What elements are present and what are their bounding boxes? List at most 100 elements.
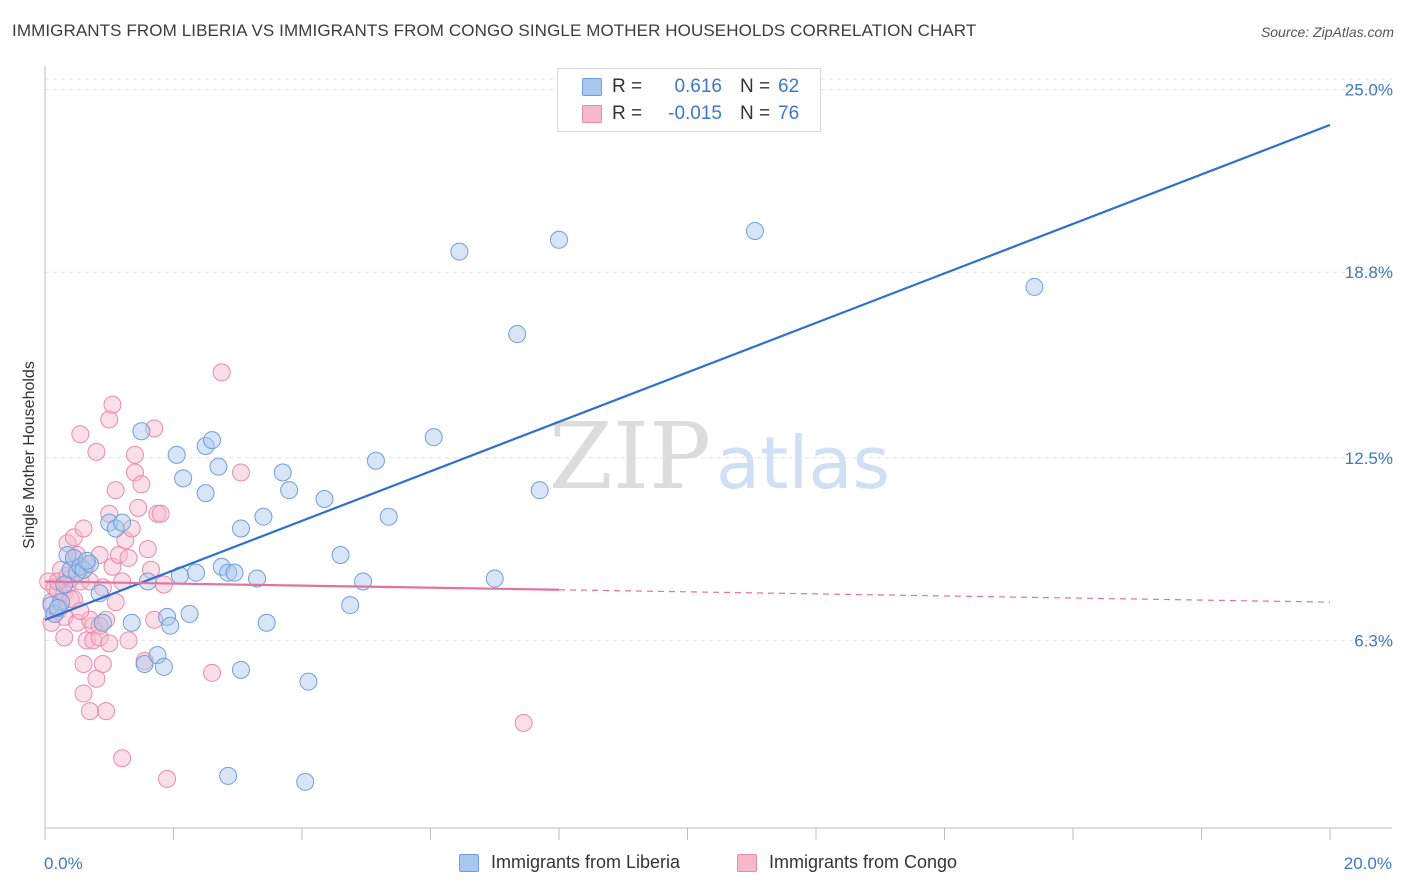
data-point-liberia	[219, 766, 238, 785]
data-point-congo	[158, 769, 177, 788]
data-point-congo	[100, 634, 119, 653]
data-point-liberia	[280, 481, 299, 500]
legend-row-congo: R = -0.015 N = 76	[582, 101, 799, 127]
data-point-liberia	[93, 613, 112, 632]
data-point-liberia	[254, 507, 273, 526]
data-point-congo	[74, 519, 93, 538]
data-point-congo	[125, 445, 144, 464]
data-point-liberia	[379, 507, 398, 526]
data-point-liberia	[450, 242, 469, 261]
data-point-liberia	[148, 646, 167, 665]
watermark-atlas: atlas	[716, 421, 890, 505]
data-point-congo	[71, 425, 90, 444]
data-point-liberia	[113, 513, 132, 532]
data-point-liberia	[248, 569, 267, 588]
x-tick-label: 0.0%	[44, 854, 83, 873]
trend-line-congo-dashed	[558, 589, 1331, 603]
data-point-congo	[87, 442, 106, 461]
x-tick-label: 20.0%	[1344, 854, 1392, 873]
legend-n-label: N =	[740, 103, 771, 124]
data-point-liberia	[257, 613, 276, 632]
data-point-congo	[74, 684, 93, 703]
trend-line-liberia	[44, 123, 1331, 621]
data-point-liberia	[135, 654, 154, 673]
watermark-zip: ZIP	[549, 403, 711, 510]
legend-r-label: R =	[612, 103, 643, 124]
data-point-congo	[119, 548, 138, 567]
data-point-liberia	[209, 457, 228, 476]
data-point-liberia	[315, 490, 334, 509]
data-point-liberia	[203, 431, 222, 450]
y-tick-label: 12.5%	[1345, 449, 1393, 468]
y-tick-label: 25.0%	[1345, 81, 1393, 100]
legend-item-liberia[interactable]: Immigrants from Liberia	[459, 852, 680, 873]
data-point-liberia	[186, 563, 205, 582]
data-point-congo	[132, 475, 151, 494]
series-liberia	[42, 221, 1044, 791]
data-point-liberia	[550, 230, 568, 249]
legend-r-value: 0.616	[674, 76, 722, 97]
data-point-liberia	[745, 221, 764, 240]
data-point-liberia	[231, 660, 250, 679]
legend-r-value: -0.015	[668, 103, 722, 124]
trend-line-congo	[44, 580, 560, 591]
legend-label-congo: Immigrants from Congo	[769, 852, 958, 872]
data-point-liberia	[219, 563, 238, 582]
y-tick-label: 18.8%	[1345, 263, 1393, 282]
data-point-liberia	[196, 484, 215, 503]
data-point-liberia	[132, 422, 151, 441]
data-point-liberia	[77, 551, 96, 570]
data-point-congo	[103, 557, 122, 576]
data-point-liberia	[174, 469, 193, 488]
data-point-liberia	[273, 463, 292, 482]
data-point-liberia	[331, 545, 350, 564]
legend-n-value: 76	[778, 103, 800, 124]
series-legend: Immigrants from Liberia Immigrants from …	[0, 852, 1406, 876]
data-point-liberia	[1025, 277, 1044, 296]
legend-label-liberia: Immigrants from Liberia	[491, 852, 681, 872]
data-point-liberia	[161, 616, 180, 635]
data-point-congo	[93, 654, 112, 673]
data-point-liberia	[167, 445, 186, 464]
axes	[44, 66, 1392, 840]
legend-item-congo[interactable]: Immigrants from Congo	[737, 852, 957, 873]
data-point-congo	[125, 463, 144, 482]
data-point-liberia	[154, 657, 173, 676]
data-point-congo	[116, 531, 135, 550]
chart-title: IMMIGRANTS FROM LIBERIA VS IMMIGRANTS FR…	[12, 21, 977, 40]
data-point-liberia	[530, 481, 549, 500]
legend-r-label: R =	[612, 76, 643, 97]
data-point-liberia	[296, 772, 315, 791]
data-point-congo	[97, 702, 116, 721]
trend-lines	[44, 123, 1331, 621]
data-point-liberia	[231, 519, 250, 538]
data-point-congo	[138, 540, 157, 559]
legend-n-value: 62	[778, 76, 800, 97]
data-point-congo	[103, 395, 122, 414]
data-point-liberia	[299, 672, 318, 691]
data-point-liberia	[138, 572, 157, 591]
data-point-congo	[74, 654, 93, 673]
legend-n-label: N =	[740, 76, 771, 97]
data-point-liberia	[341, 596, 360, 615]
data-point-liberia	[424, 428, 443, 447]
data-point-congo	[119, 631, 138, 650]
data-point-congo	[90, 616, 109, 635]
y-axis-label: Single Mother Households	[21, 361, 38, 549]
data-point-congo	[514, 713, 533, 732]
data-point-congo	[122, 519, 141, 538]
data-point-congo	[212, 363, 231, 382]
data-point-congo	[203, 663, 222, 682]
y-tick-label: 6.3%	[1354, 631, 1393, 650]
data-point-liberia	[225, 563, 244, 582]
data-point-liberia	[52, 593, 71, 612]
legend-swatch-liberia	[582, 78, 602, 96]
data-point-congo	[55, 628, 74, 647]
data-point-liberia	[122, 613, 141, 632]
correlation-legend: R = 0.616 N = 62 R = -0.015 N = 76	[557, 68, 821, 132]
legend-swatch-congo	[582, 105, 602, 123]
data-point-congo	[129, 498, 148, 517]
watermark: ZIP atlas	[549, 403, 890, 510]
data-point-congo	[106, 593, 125, 612]
